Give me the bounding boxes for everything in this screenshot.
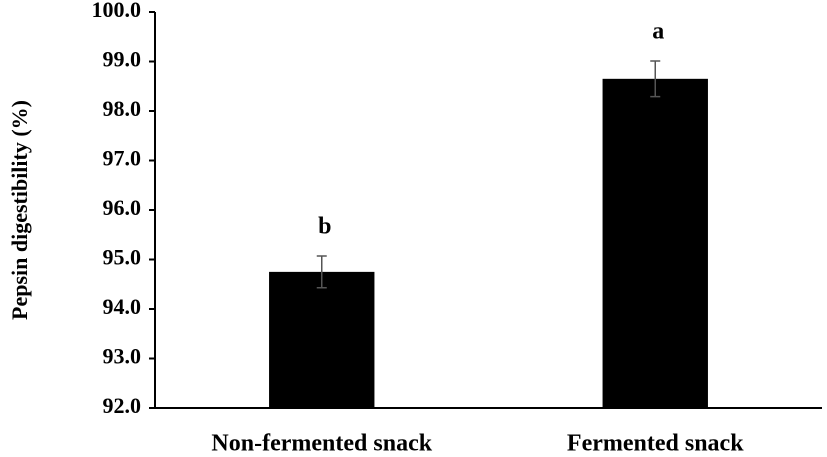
y-tick-label: 93.0: [103, 344, 142, 369]
y-tick-label: 92.0: [103, 393, 142, 418]
bar: [602, 78, 708, 408]
y-tick-label: 99.0: [103, 47, 142, 72]
y-axis-label: Pepsin digestibility (%): [7, 100, 32, 320]
error-bar: [316, 255, 327, 289]
significance-letter: b: [318, 214, 331, 240]
bar: [269, 271, 375, 408]
y-tick-label: 94.0: [103, 294, 142, 319]
error-bar: [650, 60, 661, 98]
y-tick-label: 98.0: [103, 96, 142, 121]
y-tick-label: 95.0: [103, 245, 142, 270]
x-tick-label: Non-fermented snack: [211, 431, 432, 457]
y-tick-label: 96.0: [103, 195, 142, 220]
y-tick-label: 97.0: [103, 146, 142, 171]
significance-letter: a: [652, 19, 664, 45]
x-tick-label: Fermented snack: [567, 431, 744, 457]
y-tick-label: 100.0: [92, 0, 142, 22]
